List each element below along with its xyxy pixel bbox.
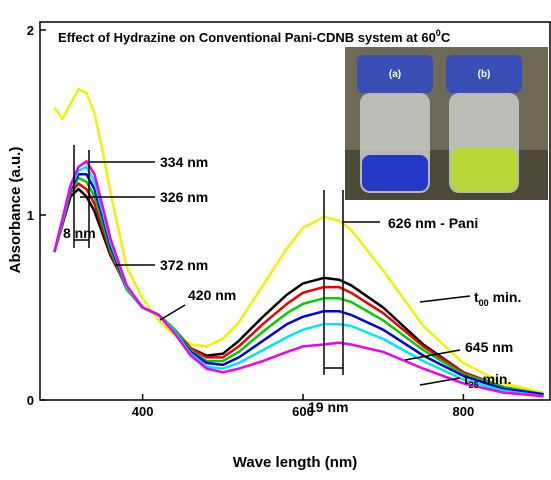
x-axis-label: Wave length (nm) bbox=[233, 454, 357, 471]
annotation: 334 nm bbox=[160, 154, 208, 170]
spectrum-line bbox=[54, 167, 543, 396]
time-label-sub: 25 bbox=[469, 380, 479, 390]
liquid-a bbox=[362, 155, 428, 191]
y-tick-label: 1 bbox=[27, 208, 34, 223]
title-end: C bbox=[441, 30, 451, 45]
y-tick-label: 0 bbox=[27, 393, 34, 408]
annotation: 626 nm - Pani bbox=[388, 215, 478, 231]
time-label-sub: 00 bbox=[479, 298, 489, 308]
annotation: 19 nm bbox=[308, 399, 348, 415]
chart: Effect of Hydrazine on Conventional Pani… bbox=[0, 0, 551, 475]
inset-photo: (a) (b) bbox=[345, 47, 548, 200]
y-axis-label: Absorbance (a.u.) bbox=[7, 147, 24, 274]
annotation: 645 nm bbox=[465, 339, 513, 355]
time-label-rest: min. bbox=[489, 289, 522, 305]
photo-label: (a) bbox=[389, 69, 401, 80]
title-main: Effect of Hydrazine on Conventional Pani… bbox=[58, 30, 436, 45]
x-tick-label: 400 bbox=[132, 404, 154, 419]
annotation: 420 nm bbox=[188, 287, 236, 303]
guide-line bbox=[420, 378, 460, 385]
guide-line bbox=[420, 296, 470, 302]
chart-title: Effect of Hydrazine on Conventional Pani… bbox=[58, 28, 451, 45]
liquid-b bbox=[451, 148, 517, 191]
annotation: 372 nm bbox=[160, 257, 208, 273]
annotation: 326 nm bbox=[160, 189, 208, 205]
time-label-rest: min. bbox=[479, 371, 512, 387]
annotation: 8 nm bbox=[63, 225, 96, 241]
x-tick-label: 800 bbox=[453, 404, 475, 419]
y-tick-label: 2 bbox=[27, 23, 34, 38]
time-label: t00 min. bbox=[474, 289, 521, 308]
guide-line bbox=[160, 305, 185, 320]
spectrum-line bbox=[54, 174, 543, 394]
photo-label: (b) bbox=[478, 69, 491, 80]
